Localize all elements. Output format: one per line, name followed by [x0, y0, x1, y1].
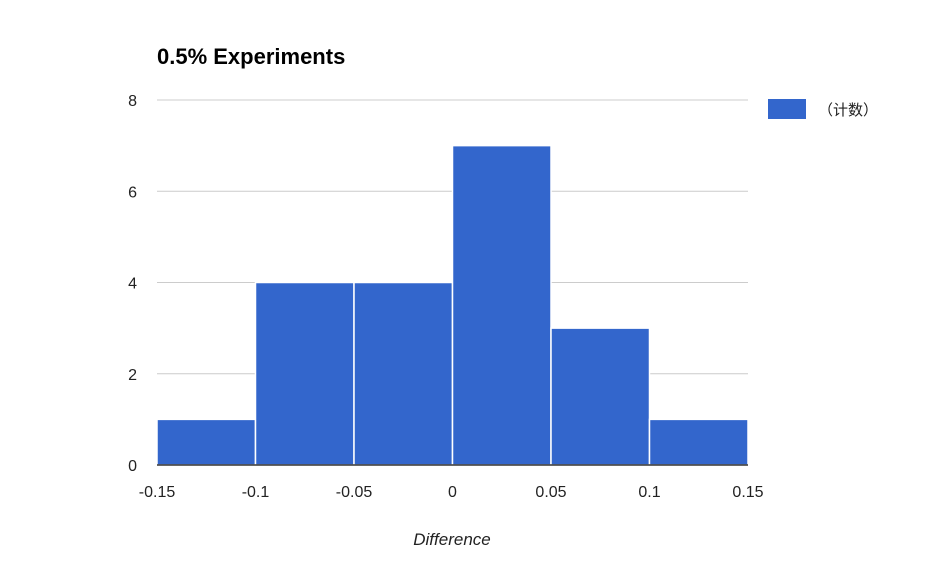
y-tick-labels: 0 2 4 6 8 [128, 93, 137, 475]
legend: （计数） [768, 99, 878, 119]
x-tick-label: -0.15 [139, 484, 176, 501]
legend-label: （计数） [818, 101, 878, 119]
bar [353, 281, 454, 466]
y-tick-label: 8 [128, 93, 137, 110]
bar [648, 418, 749, 466]
x-tick-labels: -0.15 -0.1 -0.05 0 0.05 0.1 0.15 [139, 484, 764, 501]
y-tick-label: 6 [128, 184, 137, 201]
y-tick-label: 0 [128, 458, 137, 475]
chart-title: 0.5% Experiments [157, 44, 345, 69]
y-tick-label: 2 [128, 367, 137, 384]
x-tick-label: 0.1 [638, 484, 660, 501]
x-tick-label: -0.05 [336, 484, 373, 501]
bar [156, 418, 257, 466]
x-tick-label: 0.15 [732, 484, 763, 501]
x-tick-label: 0 [448, 484, 457, 501]
y-tick-label: 4 [128, 276, 137, 293]
x-tick-label: 0.05 [535, 484, 566, 501]
x-tick-label: -0.1 [242, 484, 270, 501]
bar [451, 144, 552, 466]
bars [156, 144, 749, 466]
legend-swatch [768, 99, 806, 119]
bar [550, 327, 651, 466]
x-axis-title: Difference [413, 530, 490, 549]
bar [254, 281, 355, 466]
